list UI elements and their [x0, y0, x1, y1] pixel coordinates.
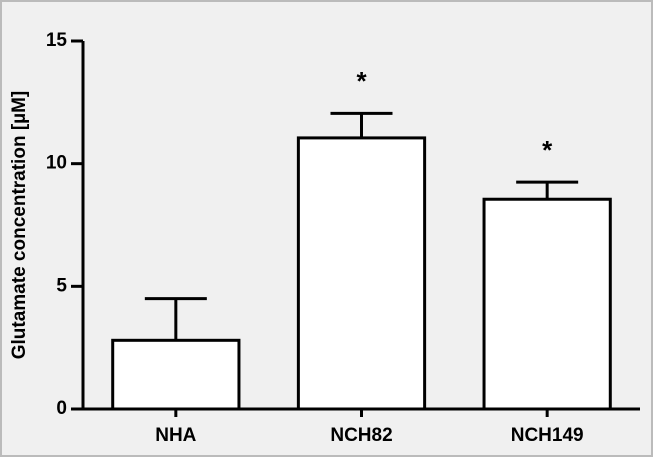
bar	[296, 136, 427, 411]
y-tick-label: 10	[46, 153, 67, 174]
bar	[111, 338, 241, 411]
x-tick-label: NCH149	[511, 425, 584, 446]
y-tick-label: 5	[56, 275, 67, 296]
y-tick-label: 15	[46, 30, 68, 51]
significance-mark: *	[356, 66, 367, 96]
x-tick-label: NHA	[155, 425, 196, 446]
significance-mark: *	[542, 135, 553, 165]
y-tick-label: 0	[56, 398, 67, 419]
y-axis-label: Glutamate concentration [µM]	[9, 91, 30, 360]
bar	[482, 197, 612, 411]
x-tick-label: NCH82	[330, 425, 392, 446]
